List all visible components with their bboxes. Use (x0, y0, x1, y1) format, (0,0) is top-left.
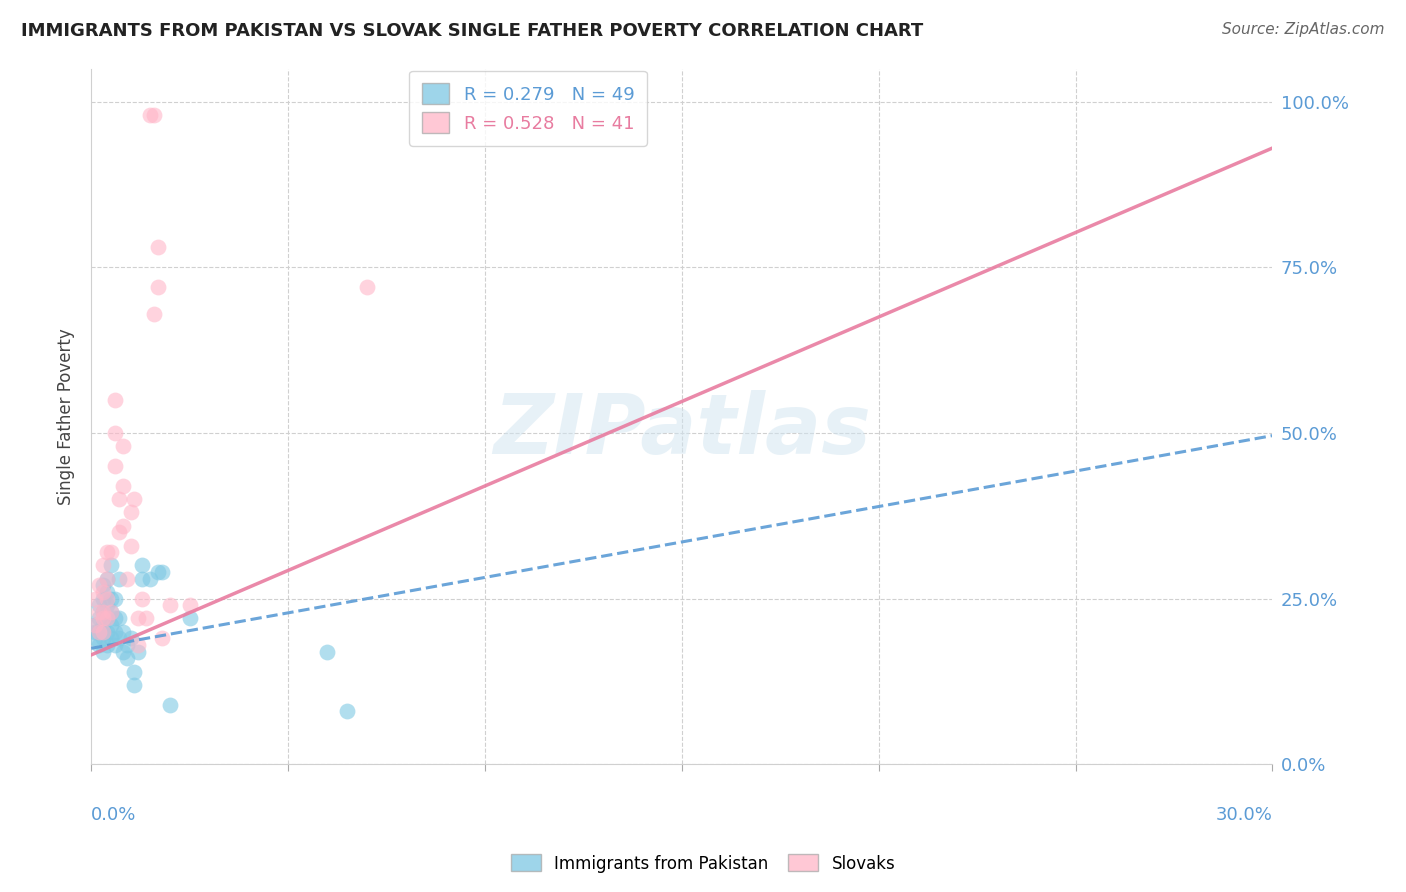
Text: ZIPatlas: ZIPatlas (494, 390, 870, 471)
Point (111, 518, 134, 533)
Legend: Immigrants from Pakistan, Slovaks: Immigrants from Pakistan, Slovaks (503, 847, 903, 880)
Point (111, 645, 134, 659)
Point (100, 605, 122, 619)
Point (104, 425, 127, 440)
Point (100, 618, 122, 632)
Point (84, 632, 107, 646)
Point (84, 618, 107, 632)
Point (127, 611, 149, 625)
Legend: R = 0.279   N = 49, R = 0.528   N = 41: R = 0.279 N = 49, R = 0.528 N = 41 (409, 70, 647, 145)
Point (96, 624, 118, 639)
Point (356, 280, 378, 294)
Point (131, 558, 153, 573)
Point (87, 611, 110, 625)
Point (87, 638, 110, 652)
Point (91, 558, 114, 573)
Point (91, 605, 114, 619)
Point (336, 704, 359, 718)
Point (91, 605, 114, 619)
Point (91, 632, 114, 646)
Point (100, 545, 122, 559)
Point (100, 558, 122, 573)
Text: Source: ZipAtlas.com: Source: ZipAtlas.com (1222, 22, 1385, 37)
Point (87, 605, 110, 619)
Point (146, 240, 169, 254)
Point (91, 624, 114, 639)
Point (120, 506, 142, 520)
Point (87, 599, 110, 613)
Point (104, 624, 127, 639)
Point (96, 599, 118, 613)
Point (120, 632, 142, 646)
Point (120, 539, 142, 553)
Point (150, 565, 173, 579)
Point (104, 638, 127, 652)
Point (104, 611, 127, 625)
Point (96, 545, 118, 559)
Point (124, 492, 146, 507)
Point (91, 585, 114, 599)
Point (91, 611, 114, 625)
Point (131, 591, 153, 606)
Point (107, 611, 129, 625)
Point (179, 599, 201, 613)
Point (104, 459, 127, 474)
Point (107, 632, 129, 646)
Point (104, 591, 127, 606)
Point (100, 632, 122, 646)
Point (115, 638, 138, 652)
Point (96, 585, 118, 599)
Point (139, 108, 162, 122)
Point (91, 618, 114, 632)
Point (111, 624, 134, 639)
Text: 0.0%: 0.0% (91, 806, 136, 824)
Point (146, 280, 169, 294)
Point (100, 605, 122, 619)
Point (87, 624, 110, 639)
Point (96, 611, 118, 625)
Point (179, 611, 201, 625)
Point (84, 591, 107, 606)
Point (96, 638, 118, 652)
Point (100, 591, 122, 606)
Point (115, 651, 138, 665)
Point (107, 525, 129, 540)
Text: 30.0%: 30.0% (1216, 806, 1272, 824)
Point (139, 572, 162, 586)
Point (96, 611, 118, 625)
Point (96, 572, 118, 586)
Point (127, 645, 149, 659)
Text: IMMIGRANTS FROM PAKISTAN VS SLOVAK SINGLE FATHER POVERTY CORRELATION CHART: IMMIGRANTS FROM PAKISTAN VS SLOVAK SINGL… (21, 22, 924, 40)
Point (91, 591, 114, 606)
Point (107, 572, 129, 586)
Point (159, 698, 181, 712)
Point (124, 665, 146, 679)
Point (84, 618, 107, 632)
Point (146, 565, 169, 579)
Point (84, 624, 107, 639)
Point (87, 578, 110, 592)
Point (91, 645, 114, 659)
Point (96, 591, 118, 606)
Point (135, 611, 157, 625)
Point (124, 678, 146, 692)
Point (96, 572, 118, 586)
Point (143, 307, 166, 321)
Point (111, 479, 134, 493)
Point (127, 638, 149, 652)
Point (111, 439, 134, 453)
Point (150, 632, 173, 646)
Point (316, 645, 339, 659)
Y-axis label: Single Father Poverty: Single Father Poverty (58, 328, 75, 505)
Point (91, 578, 114, 592)
Point (87, 624, 110, 639)
Point (159, 599, 181, 613)
Point (91, 624, 114, 639)
Point (131, 572, 153, 586)
Point (104, 392, 127, 407)
Point (143, 108, 166, 122)
Point (115, 572, 138, 586)
Point (107, 492, 129, 507)
